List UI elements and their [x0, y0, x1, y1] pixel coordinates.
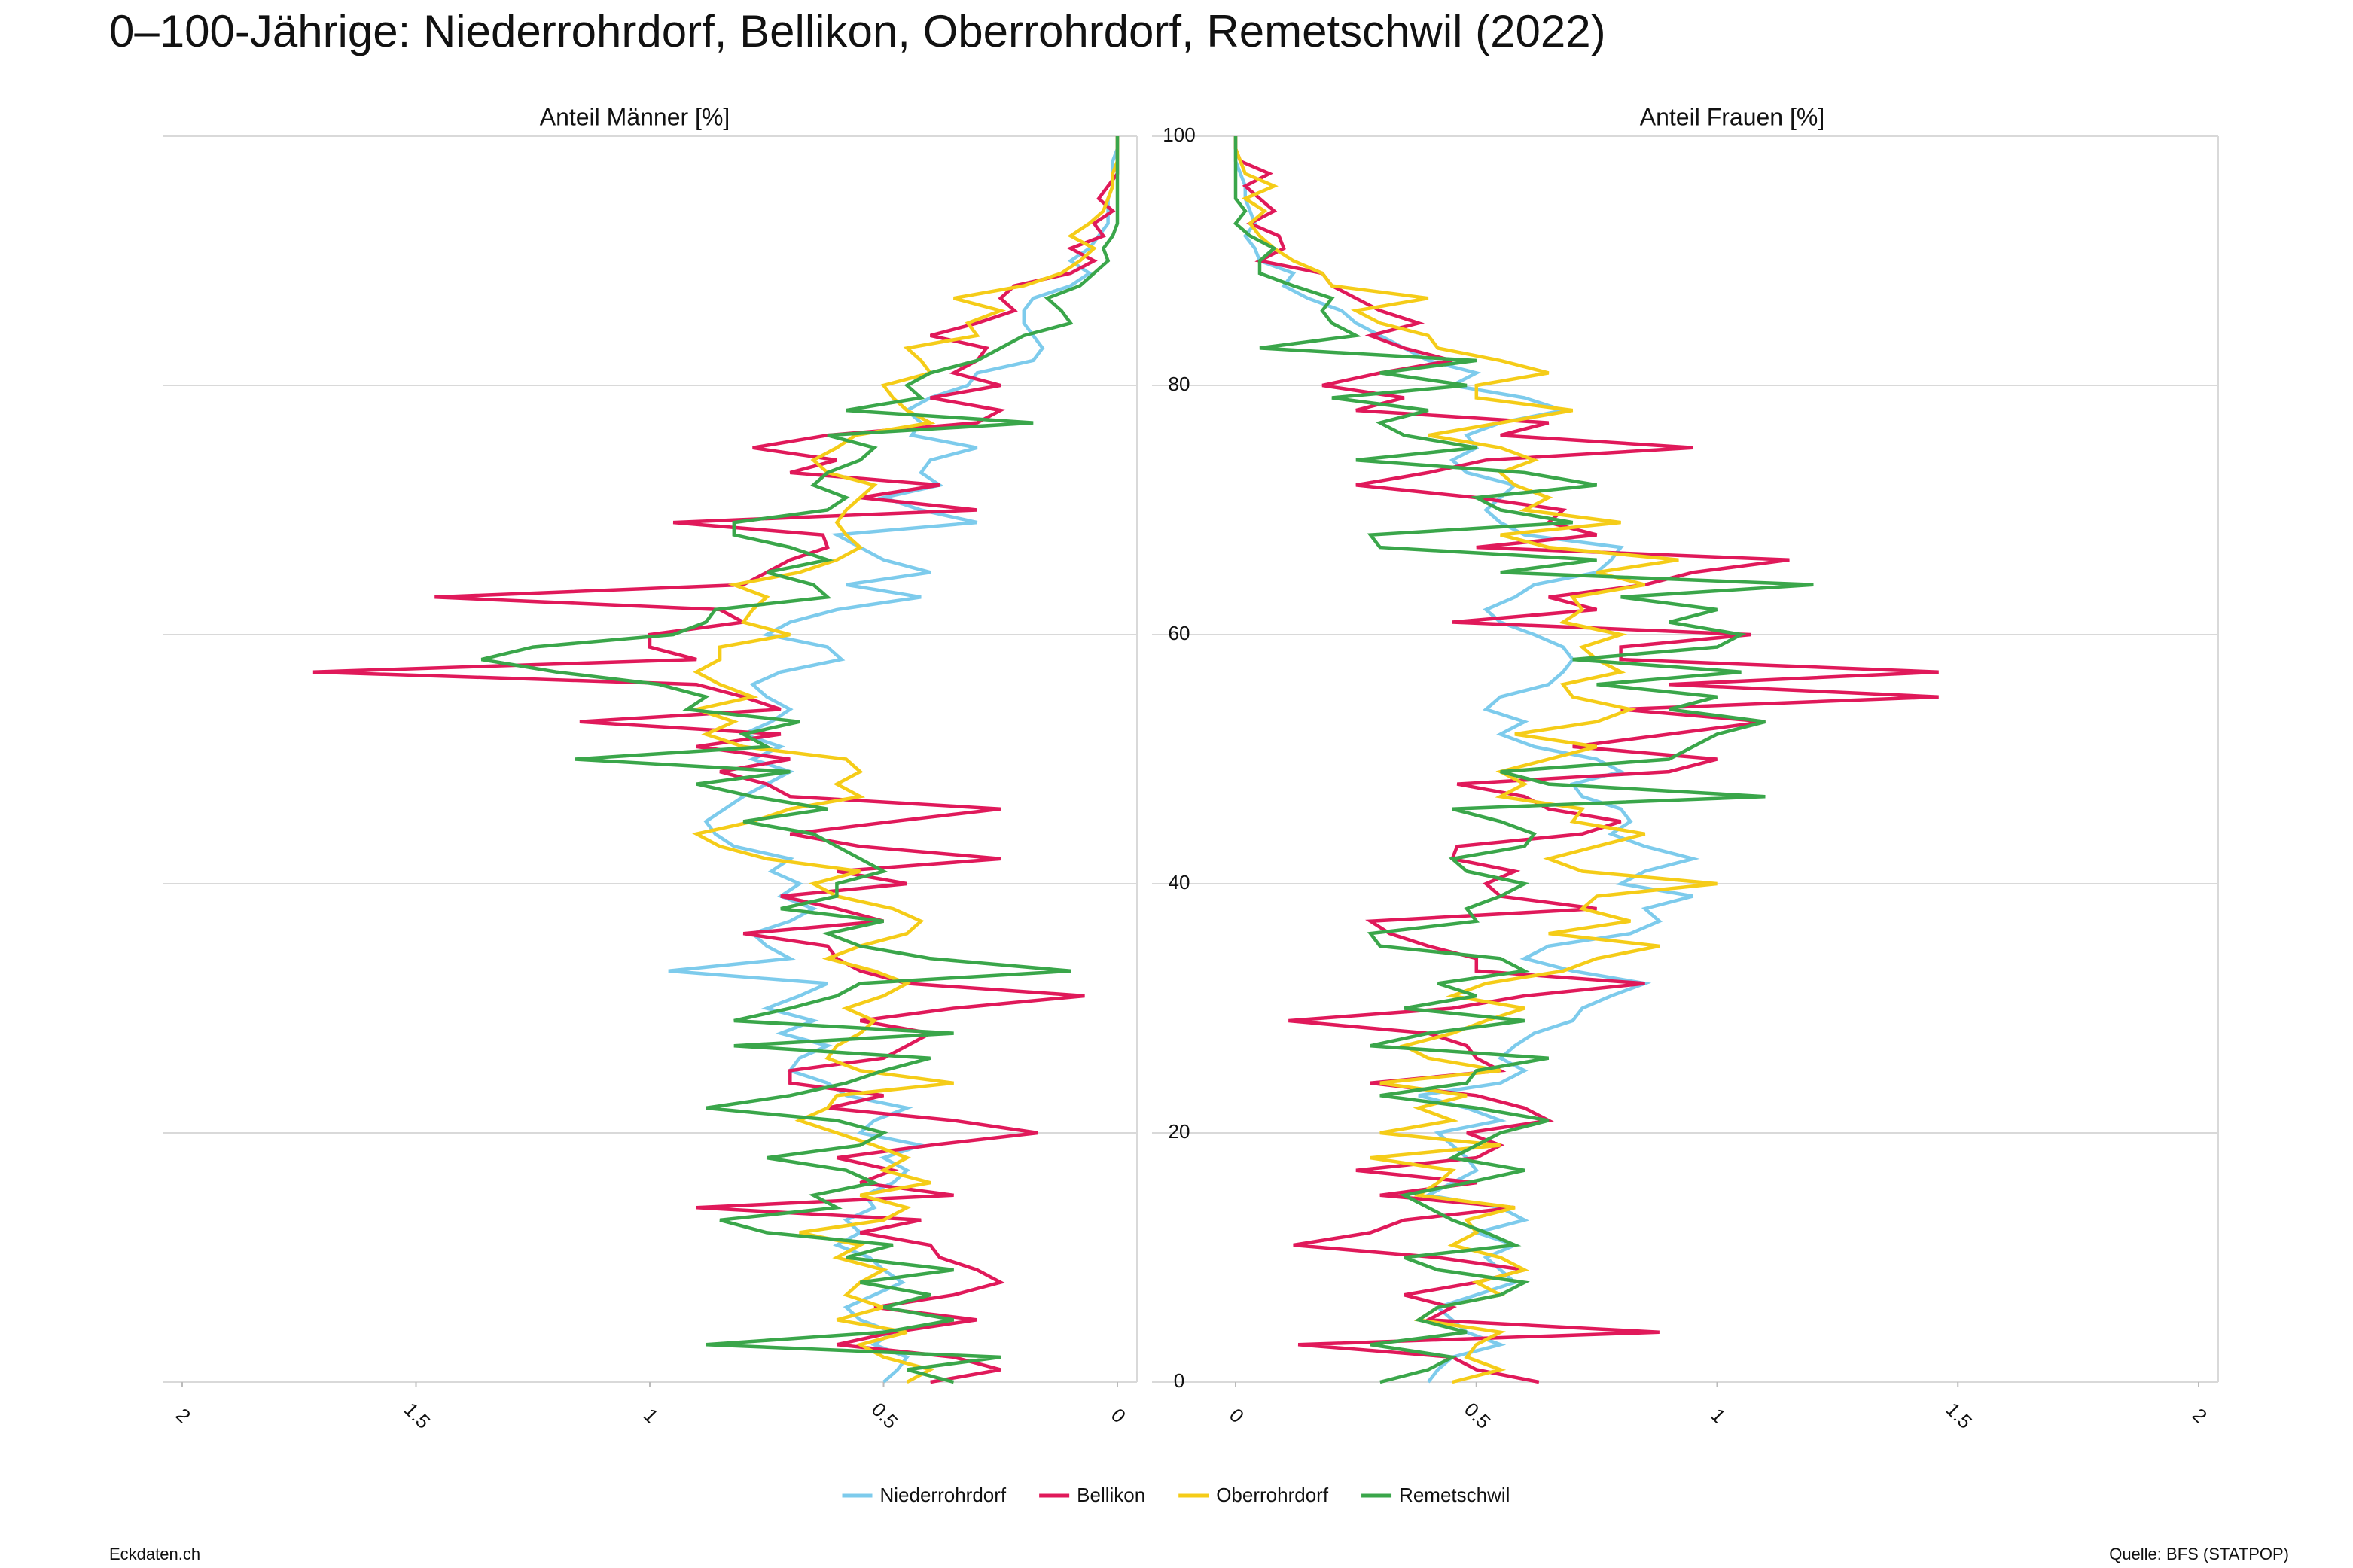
x-tick-label: 1.5 [400, 1398, 435, 1433]
y-tick-label: 0 [1174, 1369, 1184, 1392]
x-tick-label: 2 [2188, 1404, 2211, 1427]
y-tick-label: 80 [1169, 373, 1190, 395]
legend-item: Remetschwil [1361, 1484, 1510, 1506]
y-tick-label: 20 [1169, 1120, 1190, 1143]
y-tick-label: 60 [1169, 622, 1190, 644]
series-line [312, 136, 1120, 1384]
x-tick-label: 1 [1706, 1404, 1730, 1427]
series-line [1233, 136, 1939, 1384]
legend-label: Remetschwil [1399, 1484, 1510, 1506]
legend-label: Bellikon [1077, 1484, 1145, 1506]
legend: Niederrohrdorf Bellikon Oberrohrdorf Remets… [842, 1484, 1510, 1506]
x-tick-label: 2 [172, 1404, 195, 1427]
x-tick-label: 1 [639, 1404, 663, 1427]
y-tick-label: 40 [1169, 871, 1190, 894]
series-line [1233, 136, 1700, 1384]
legend-label: Oberrohrdorf [1216, 1484, 1329, 1506]
legend-label: Niederrohrdorf [880, 1484, 1007, 1506]
series-line [690, 136, 1120, 1384]
x-tick-label: 0.5 [1460, 1398, 1495, 1433]
x-tick-label: 0.5 [867, 1398, 903, 1433]
series-line [668, 136, 1120, 1384]
series-line [480, 136, 1120, 1384]
chart-title: 0–100-Jährige: Niederrohrdorf, Bellikon,… [109, 6, 1606, 56]
series-line [1233, 136, 1718, 1384]
legend-item: Oberrohrdorf [1178, 1484, 1329, 1506]
y-tick-label: 100 [1163, 123, 1195, 146]
series-line [1233, 136, 1814, 1384]
x-tick-label: 0 [1107, 1404, 1130, 1427]
footer-left: Eckdaten.ch [109, 1545, 200, 1563]
x-tick-label: 1.5 [1941, 1398, 1977, 1433]
panel-subtitle: Anteil Frauen [%] [1640, 103, 1824, 130]
footer-right: Quelle: BFS (STATPOP) [2109, 1545, 2289, 1563]
legend-item: Niederrohrdorf [842, 1484, 1007, 1506]
x-tick-label: 0 [1225, 1404, 1248, 1427]
legend-item: Bellikon [1039, 1484, 1145, 1506]
panel-subtitle: Anteil Männer [%] [540, 103, 730, 130]
